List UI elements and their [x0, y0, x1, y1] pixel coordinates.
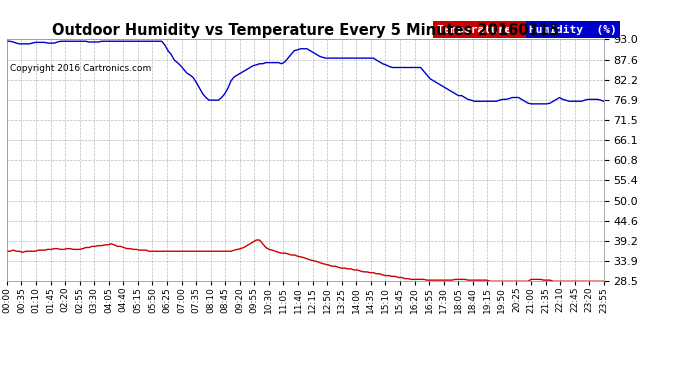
Text: Temperature  (°F): Temperature (°F): [437, 25, 551, 35]
Text: Humidity  (%): Humidity (%): [529, 25, 617, 35]
Title: Outdoor Humidity vs Temperature Every 5 Minutes 20160115: Outdoor Humidity vs Temperature Every 5 …: [52, 23, 559, 38]
Text: Copyright 2016 Cartronics.com: Copyright 2016 Cartronics.com: [10, 64, 152, 73]
